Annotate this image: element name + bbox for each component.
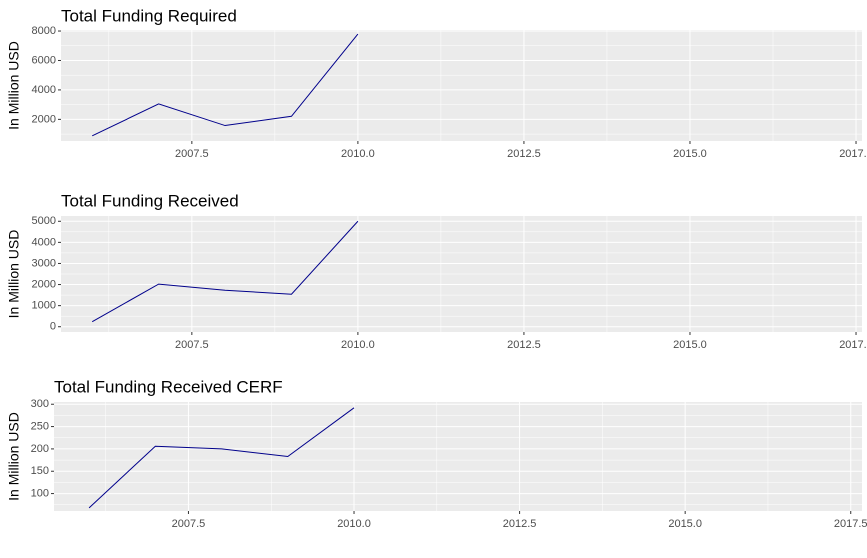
chart: Total Funding Received In Million USD 0 100… xyxy=(6,191,867,350)
x-tick-label: 2015.0 xyxy=(668,518,702,530)
chart-title: Total Funding Received CERF xyxy=(54,377,283,396)
y-tick-label: 5000 xyxy=(32,215,56,227)
x-tick-label: 2017.5 xyxy=(834,518,867,530)
x-tick-label: 2017.5 xyxy=(839,339,867,351)
x-tick-label: 2010.0 xyxy=(337,518,371,530)
x-tick-label: 2015.0 xyxy=(673,339,707,351)
x-tick-label: 2007.5 xyxy=(175,339,209,351)
y-tick-label: 2000 xyxy=(32,113,56,125)
chart-title: Total Funding Received xyxy=(61,191,239,210)
line xyxy=(88,407,355,509)
y-tick-label: 0 xyxy=(50,321,56,333)
panel xyxy=(54,402,862,511)
y-tick-label: 1000 xyxy=(32,300,56,312)
y-tick-label: 2000 xyxy=(32,278,56,290)
y-axis-title: In Million USD xyxy=(6,41,22,130)
x-tick-label: 2012.5 xyxy=(507,339,541,351)
y-tick-label: 100 xyxy=(31,487,49,499)
chart: Total Funding Required In Million USD 2000… xyxy=(6,6,867,159)
y-tick-label: 150 xyxy=(31,465,49,477)
y-tick-label: 300 xyxy=(31,398,49,410)
y-tick-label: 4000 xyxy=(32,84,56,96)
y-tick-label: 200 xyxy=(31,443,49,455)
x-tick-label: 2017.5 xyxy=(839,148,867,160)
line xyxy=(91,220,359,323)
y-tick-label: 250 xyxy=(31,420,49,432)
y-tick-label: 6000 xyxy=(32,54,56,66)
line xyxy=(91,33,359,137)
x-tick-label: 2010.0 xyxy=(341,339,375,351)
y-axis-title: In Million USD xyxy=(6,230,22,319)
y-tick-label: 3000 xyxy=(32,257,56,269)
chart: Total Funding Received CERF In Million US… xyxy=(6,377,867,529)
x-tick-label: 2012.5 xyxy=(503,518,537,530)
panel xyxy=(61,30,862,141)
x-tick-label: 2012.5 xyxy=(507,148,541,160)
y-axis-title: In Million USD xyxy=(6,412,22,501)
x-tick-label: 2015.0 xyxy=(673,148,707,160)
x-tick-label: 2007.5 xyxy=(172,518,206,530)
x-tick-label: 2010.0 xyxy=(341,148,375,160)
y-tick-label: 8000 xyxy=(32,25,56,37)
chart-title: Total Funding Required xyxy=(61,6,237,25)
y-tick-label: 4000 xyxy=(32,236,56,248)
x-tick-label: 2007.5 xyxy=(175,148,209,160)
